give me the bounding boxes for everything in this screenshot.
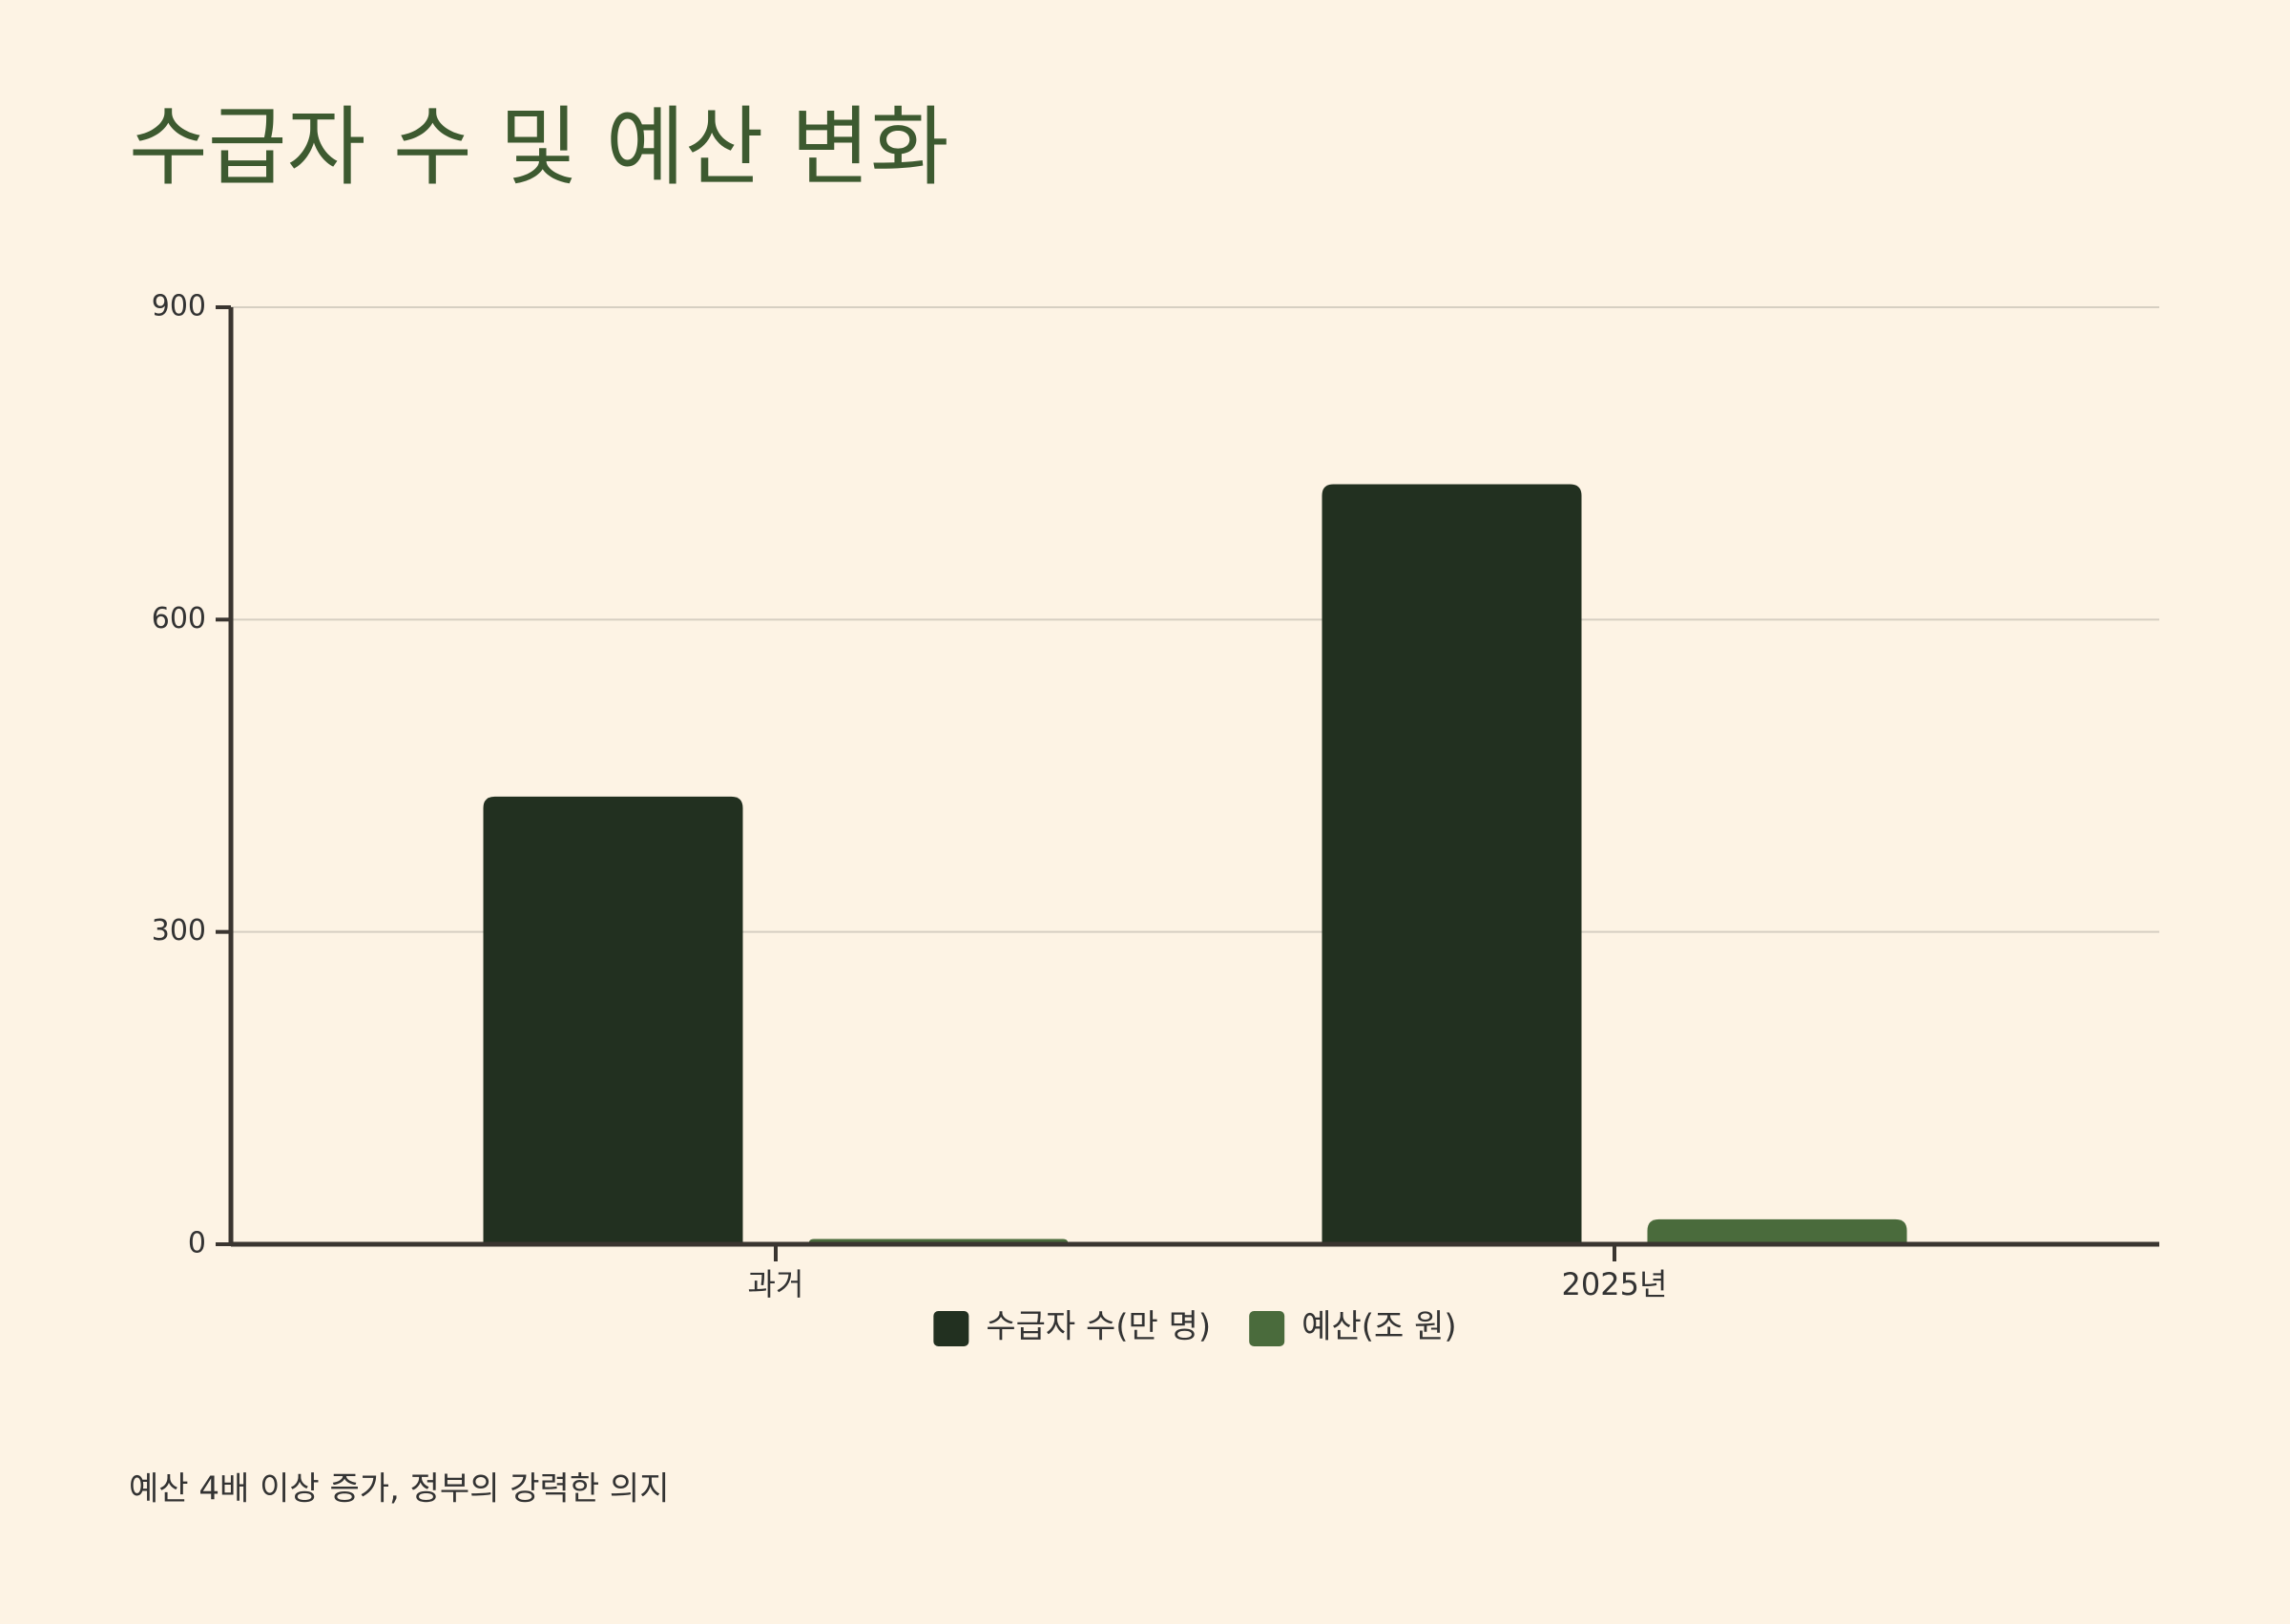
x-tick-label: 2025년	[1562, 1266, 1668, 1302]
y-tick-label: 0	[188, 1227, 206, 1260]
legend-label: 수급자 수(만 명)	[986, 1308, 1211, 1346]
y-tick-label: 900	[152, 290, 206, 323]
x-tick-label: 과거	[748, 1266, 804, 1302]
bar	[1322, 484, 1582, 1244]
legend-label: 예산(조 원)	[1301, 1308, 1456, 1346]
footnote: 예산 4배 이상 증가, 정부의 강력한 의지	[129, 1470, 669, 1509]
y-tick-label: 600	[152, 602, 206, 635]
legend-swatch	[933, 1311, 969, 1346]
y-tick-label: 300	[152, 914, 206, 947]
bar	[483, 796, 743, 1244]
legend-swatch	[1249, 1311, 1285, 1346]
bar	[1647, 1218, 1907, 1244]
chart-title: 수급자 수 및 예산 변화	[129, 97, 949, 198]
